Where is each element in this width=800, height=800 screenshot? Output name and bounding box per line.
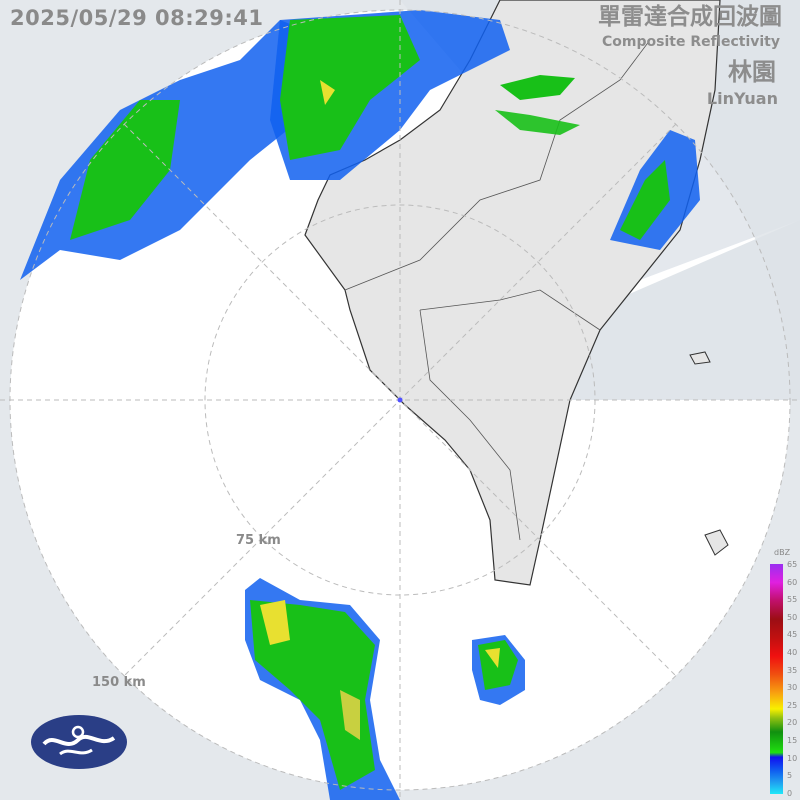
product-title-en: Composite Reflectivity [602, 34, 780, 50]
legend-tick: 30 [787, 683, 798, 693]
echo-north-west [20, 10, 510, 280]
legend-tick: 45 [787, 630, 798, 640]
radar-site-marker [397, 397, 403, 403]
echo-south [245, 578, 525, 800]
island [689, 351, 711, 365]
timestamp: 2025/05/29 08:29:41 [10, 6, 264, 30]
legend-tick: 5 [787, 771, 793, 781]
legend-tick: 50 [787, 612, 798, 622]
county-border [344, 39, 651, 291]
legend-tick: 40 [787, 648, 798, 657]
island [704, 529, 729, 556]
legend-tick: 35 [787, 665, 798, 675]
ring-label-75km: 75 km [236, 533, 281, 548]
county-border [419, 289, 601, 331]
legend-unit: dBZ [774, 548, 791, 557]
legend-tick: 20 [787, 718, 798, 728]
radar-site-en: LinYuan [706, 89, 778, 108]
radar-site-zh: 林園 [728, 58, 776, 86]
cwa-logo-icon [31, 715, 127, 769]
legend-tick: 0 [787, 788, 793, 798]
dbz-color-legend: dBZ 65 60 55 50 45 40 35 30 25 20 15 10 5 0 [768, 548, 800, 800]
legend-tick: 15 [787, 736, 798, 745]
legend-color-bar [770, 564, 783, 794]
ring-label-150km: 150 km [92, 675, 146, 690]
legend-tick: 55 [787, 595, 798, 605]
echo-east-coast [495, 75, 700, 250]
legend-tick: 10 [787, 753, 798, 763]
legend-tick: 25 [787, 700, 798, 710]
legend-tick: 60 [787, 577, 798, 587]
legend-tick: 65 [787, 560, 798, 569]
product-title-zh: 單雷達合成回波圖 [598, 4, 782, 30]
county-border [419, 309, 521, 541]
